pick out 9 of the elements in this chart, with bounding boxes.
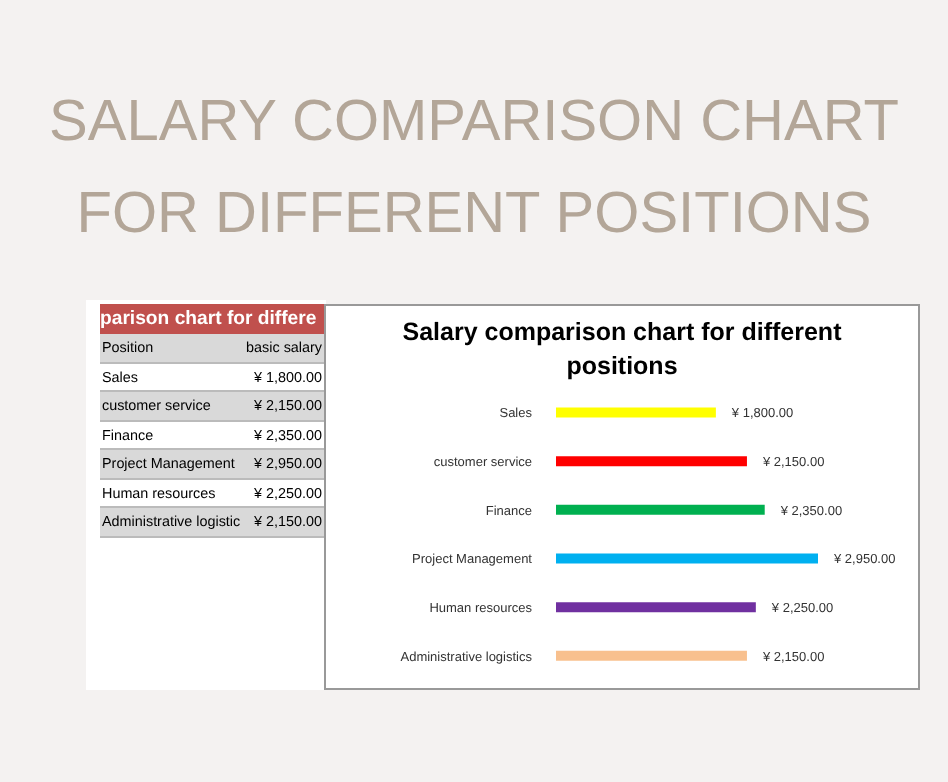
bar [556,504,765,515]
bar [556,456,747,467]
bar [556,407,716,418]
text: SALARY COMPARISON CHART FOR DIFFERENT POSITIONS [47,88,901,250]
bar [556,602,756,613]
bar [556,650,747,661]
chart-title: Salary comparison chart for different positions [400,316,844,384]
text: parison chart for differe [100,304,324,334]
bar [556,553,818,564]
